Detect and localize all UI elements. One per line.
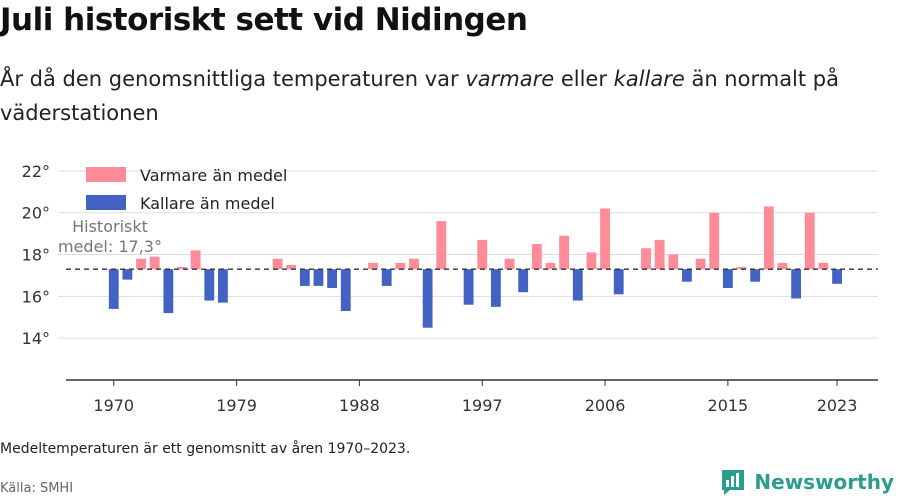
legend-warm-swatch — [86, 167, 126, 182]
bar-warm — [177, 267, 187, 270]
bar-cold — [682, 269, 692, 282]
bar-cold — [327, 269, 338, 288]
x-tick-label: 2015 — [708, 396, 749, 415]
bar-cold — [613, 269, 624, 295]
footnote: Medeltemperaturen är ett genomsnitt av å… — [0, 441, 411, 457]
bar-cold — [340, 269, 351, 311]
bar-warm — [804, 212, 815, 270]
brand-logo: Newsworthy — [720, 468, 894, 496]
bar-cold — [572, 269, 583, 301]
bar-cold — [299, 269, 310, 286]
bar-warm — [709, 212, 720, 270]
bar-layer — [108, 206, 842, 328]
bar-warm — [586, 252, 597, 270]
bar-cold — [490, 269, 501, 307]
bar-warm — [531, 244, 542, 270]
legend-warm-label: Varmare än medel — [140, 166, 287, 185]
chart-subtitle: År då den genomsnittliga temperaturen va… — [0, 62, 860, 130]
y-tick-label: 16° — [22, 287, 50, 306]
bar-cold — [750, 269, 761, 282]
y-tick-label: 20° — [22, 204, 50, 223]
x-tick-label: 1979 — [216, 396, 257, 415]
bar-warm — [436, 221, 447, 270]
legend: Varmare än medel Kallare än medel — [86, 166, 287, 213]
x-tick-label: 2023 — [817, 396, 858, 415]
bar-warm — [272, 258, 283, 270]
x-tick-label: 1970 — [93, 396, 134, 415]
x-tick-label: 2006 — [585, 396, 626, 415]
bar-warm — [136, 258, 146, 270]
subtitle-part2: eller — [554, 67, 614, 91]
bar-warm — [777, 262, 788, 270]
legend-cold-swatch — [86, 195, 126, 210]
bar-cold — [122, 269, 133, 280]
bar-warm — [559, 235, 570, 270]
bar-cold — [518, 269, 529, 293]
bar-warm — [545, 262, 556, 270]
subtitle-cold-word: kallare — [613, 67, 685, 91]
subtitle-warm-word: varmare — [465, 67, 555, 91]
bar-warm — [695, 258, 706, 270]
temperature-bar-chart: 14°16°18°20°22° Historiskt medel: 17,3° … — [22, 162, 878, 415]
bar-warm — [190, 250, 201, 270]
bar-cold — [791, 269, 802, 299]
bar-cold — [163, 269, 174, 314]
bar-warm — [395, 262, 406, 270]
legend-cold-label: Kallare än medel — [140, 194, 275, 213]
bar-cold — [204, 269, 215, 301]
bar-cold — [218, 269, 228, 303]
x-axis: 1970 1979 1988 1997 2006 2015 2023 — [66, 379, 878, 415]
bar-warm — [763, 206, 774, 270]
bar-cold — [722, 269, 733, 288]
x-tick-label: 1997 — [462, 396, 503, 415]
chart-title: Juli historiskt sett vid Nidingen — [0, 2, 528, 38]
bar-cold — [381, 269, 392, 286]
bar-cold — [463, 269, 474, 305]
bar-warm — [149, 256, 160, 270]
bar-warm — [477, 239, 488, 270]
bar-warm — [368, 262, 378, 270]
x-tick-label: 1988 — [339, 396, 380, 415]
bar-warm — [504, 258, 515, 270]
subtitle-part1: År då den genomsnittliga temperaturen va… — [0, 67, 466, 91]
y-tick-label: 22° — [22, 162, 50, 181]
baseline-label-line1: Historiskt — [72, 217, 148, 236]
bar-cold — [313, 269, 324, 286]
brand-name: Newsworthy — [754, 470, 894, 494]
newsworthy-logo-icon — [722, 470, 745, 495]
bar-warm — [818, 262, 829, 270]
bar-warm — [600, 208, 610, 270]
y-tick-label: 14° — [22, 329, 50, 348]
bar-warm — [654, 239, 665, 270]
bar-warm — [668, 254, 679, 270]
subtitle-part3: än normalt på väderstationen — [0, 67, 839, 125]
bar-warm — [409, 258, 419, 270]
baseline-label-line2: medel: 17,3° — [58, 237, 162, 256]
bar-warm — [736, 267, 747, 270]
y-tick-label: 18° — [22, 246, 50, 265]
source-credit: Källa: SMHI — [0, 481, 74, 496]
bar-warm — [286, 265, 297, 270]
bar-warm — [641, 248, 651, 270]
grid-layer: 14° 16° 18° 20° 22° — [22, 162, 878, 348]
bar-cold — [108, 269, 119, 309]
bar-cold — [832, 269, 842, 284]
bar-cold — [422, 269, 433, 328]
